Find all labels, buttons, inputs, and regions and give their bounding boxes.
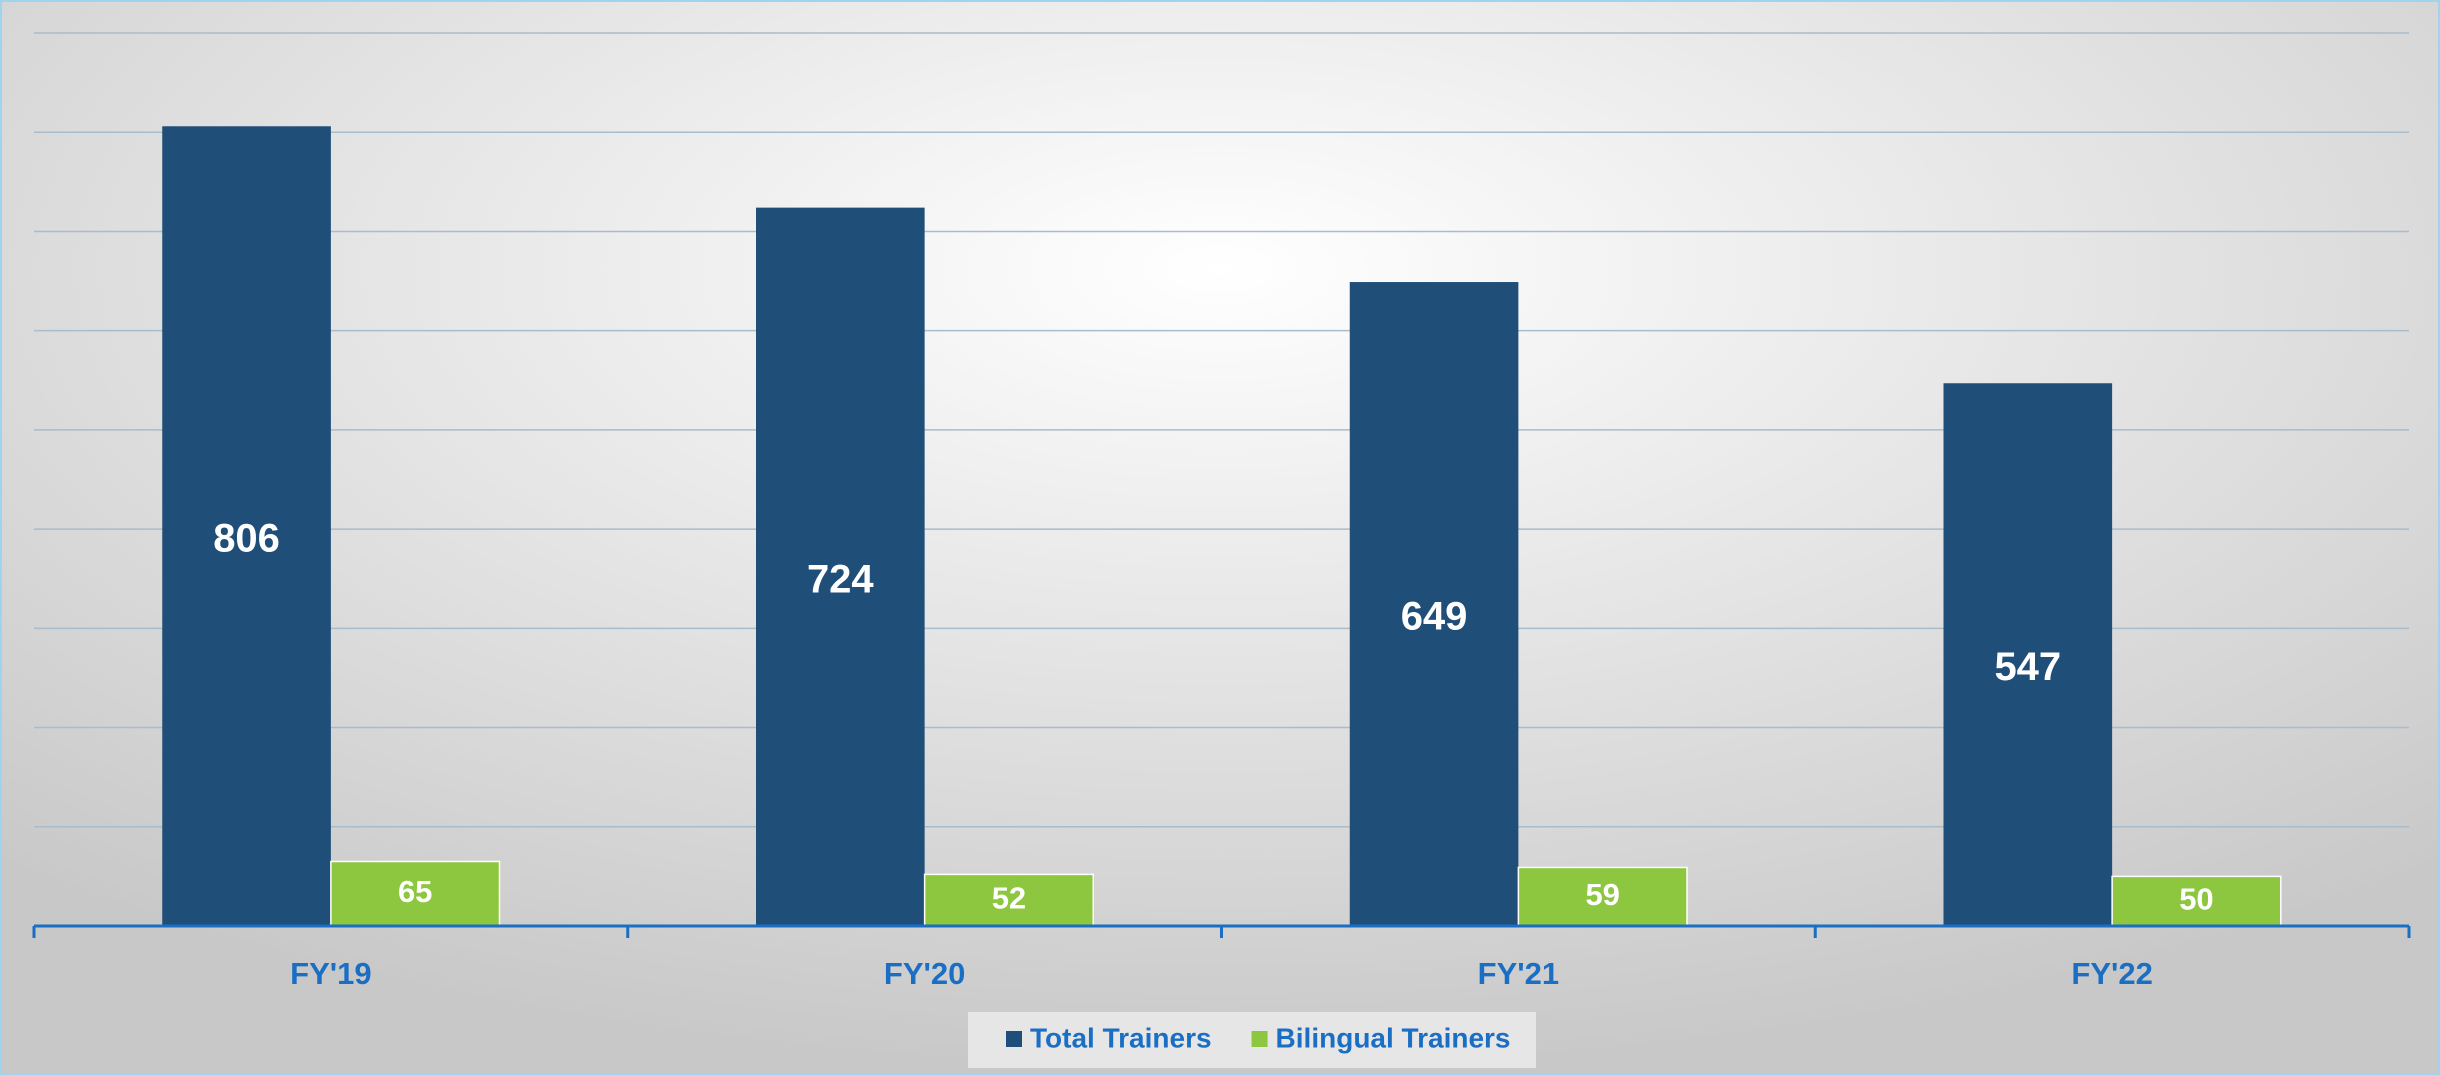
- data-label: 50: [2179, 881, 2213, 916]
- data-label: 649: [1401, 595, 1468, 639]
- x-tick-label: FY'20: [884, 956, 965, 991]
- bar: [756, 207, 925, 926]
- data-label: 65: [398, 874, 432, 909]
- legend-label: Total Trainers: [1030, 1022, 1212, 1053]
- x-tick-label: FY'21: [1478, 956, 1559, 991]
- x-tick-label: FY'19: [290, 956, 371, 991]
- bar: [1517, 866, 1688, 927]
- legend-label: Bilingual Trainers: [1276, 1022, 1511, 1053]
- legend-swatch: [1251, 1031, 1268, 1047]
- bar: [1349, 282, 1519, 926]
- bar: [162, 126, 331, 926]
- x-tick-label: FY'22: [2071, 956, 2152, 991]
- legend-swatch: [1006, 1031, 1022, 1047]
- data-label: 52: [992, 880, 1026, 915]
- data-label: 59: [1585, 877, 1619, 912]
- data-label: 547: [1994, 645, 2061, 689]
- bar: [923, 873, 1094, 927]
- data-label: 806: [213, 517, 280, 561]
- bar: [2111, 875, 2282, 927]
- bar: [1943, 383, 2113, 926]
- data-label: 724: [807, 557, 874, 601]
